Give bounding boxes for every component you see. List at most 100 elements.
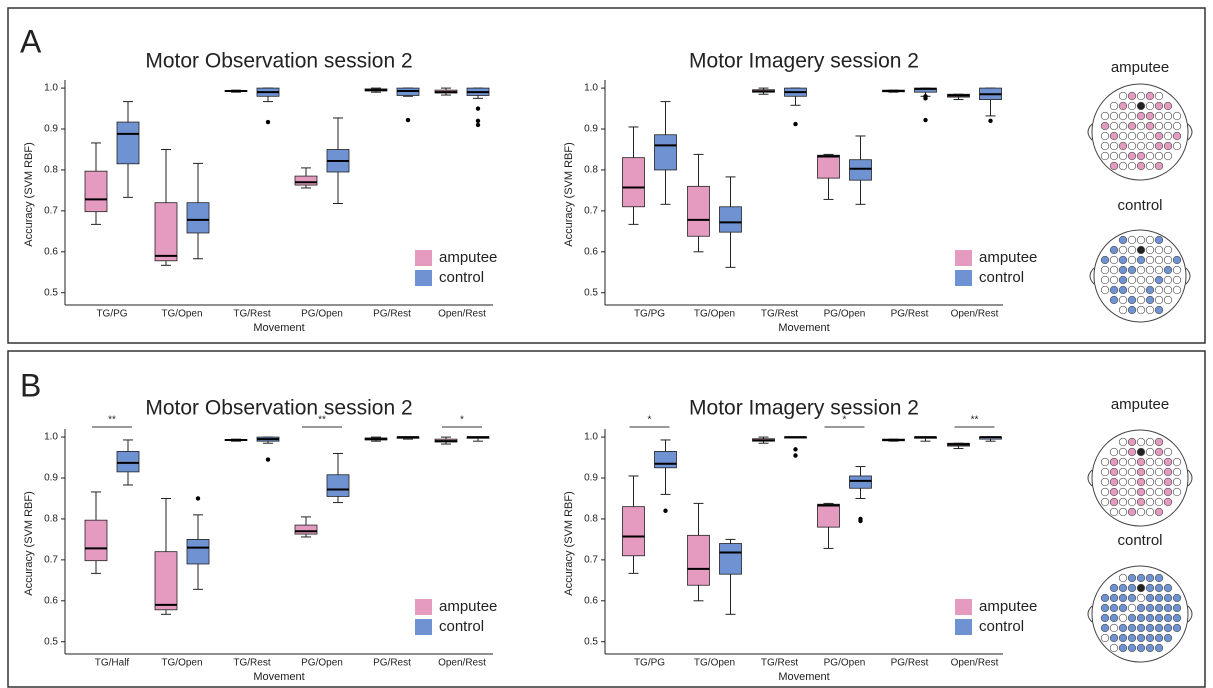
electrode	[1155, 92, 1163, 100]
x-tick-label: TG/Rest	[761, 309, 798, 320]
electrode	[1155, 102, 1163, 110]
electrode	[1101, 488, 1109, 496]
electrode	[1164, 448, 1172, 456]
electrode	[1101, 498, 1109, 506]
electrode	[1146, 246, 1154, 254]
electrode	[1146, 508, 1154, 516]
electrode	[1137, 132, 1145, 140]
y-tick-label: 0.5	[44, 636, 58, 647]
y-tick-label: 0.9	[584, 473, 598, 484]
electrode	[1110, 256, 1118, 264]
electrode	[1128, 584, 1136, 592]
electrode	[1146, 266, 1154, 274]
electrode	[1128, 634, 1136, 642]
outlier	[923, 118, 927, 122]
electrode	[1101, 266, 1109, 274]
electrode	[1164, 246, 1172, 254]
significance-label: *	[843, 415, 847, 426]
electrode	[1146, 448, 1154, 456]
electrode	[1119, 614, 1127, 622]
box	[187, 539, 209, 564]
electrode	[1101, 624, 1109, 632]
electrode	[1110, 266, 1118, 274]
electrode	[1137, 438, 1145, 446]
electrode	[1146, 634, 1154, 642]
y-axis-label: Accuracy (SVM RBF)	[23, 142, 35, 247]
electrode	[1173, 286, 1181, 294]
electrode	[1119, 152, 1127, 160]
box	[117, 122, 139, 164]
electrode	[1119, 246, 1127, 254]
electrode	[1110, 458, 1118, 466]
electrode	[1128, 574, 1136, 582]
electrode	[1137, 162, 1145, 170]
electrode	[1128, 604, 1136, 612]
electrode	[1146, 478, 1154, 486]
box	[818, 504, 840, 527]
electrode	[1110, 162, 1118, 170]
electrode	[1155, 468, 1163, 476]
electrode	[1101, 286, 1109, 294]
legend-label: control	[439, 269, 484, 286]
electrode	[1110, 624, 1118, 632]
electrode	[1164, 102, 1172, 110]
electrode	[1146, 132, 1154, 140]
outlier	[663, 509, 667, 513]
electrode	[1119, 122, 1127, 130]
electrode	[1101, 458, 1109, 466]
electrode	[1146, 624, 1154, 632]
electrode	[1101, 634, 1109, 642]
electrode	[1155, 266, 1163, 274]
electrode	[1146, 102, 1154, 110]
electrode	[1173, 266, 1181, 274]
electrode	[1137, 594, 1145, 602]
electrode	[1173, 594, 1181, 602]
y-tick-label: 0.9	[44, 473, 58, 484]
electrode	[1146, 458, 1154, 466]
panel-label: A	[20, 23, 42, 59]
y-tick-label: 0.9	[584, 124, 598, 135]
electrode	[1146, 276, 1154, 284]
electrode	[1110, 488, 1118, 496]
head-label: amputee	[1111, 59, 1169, 76]
outlier	[476, 106, 480, 110]
x-tick-label: PG/Open	[301, 658, 343, 669]
y-tick-label: 0.5	[44, 287, 58, 298]
legend-swatch	[415, 599, 432, 615]
electrode	[1137, 112, 1145, 120]
x-tick-label: TG/Rest	[233, 309, 270, 320]
electrode	[1101, 478, 1109, 486]
x-axis-label: Movement	[778, 322, 829, 334]
electrode	[1119, 296, 1127, 304]
box	[155, 203, 177, 261]
electrode	[1128, 296, 1136, 304]
box	[187, 203, 209, 233]
electrode	[1101, 112, 1109, 120]
y-tick-label: 1.0	[44, 432, 58, 443]
x-tick-label: PG/Rest	[373, 309, 411, 320]
electrode	[1164, 584, 1172, 592]
electrode	[1164, 286, 1172, 294]
electrode	[1155, 624, 1163, 632]
electrode	[1164, 152, 1172, 160]
electrode	[1128, 162, 1136, 170]
electrode	[1155, 306, 1163, 314]
electrode	[1164, 604, 1172, 612]
electrode	[1110, 614, 1118, 622]
x-axis-label: Movement	[253, 322, 304, 334]
electrode	[1110, 468, 1118, 476]
electrode	[1164, 488, 1172, 496]
y-tick-label: 0.6	[44, 595, 58, 606]
electrode	[1128, 488, 1136, 496]
x-tick-label: TG/Open	[161, 309, 202, 320]
electrode	[1146, 468, 1154, 476]
electrode	[1155, 478, 1163, 486]
electrode	[1101, 132, 1109, 140]
electrode	[1137, 644, 1145, 652]
electrode	[1164, 634, 1172, 642]
y-tick-label: 0.7	[584, 206, 598, 217]
panel-label: B	[20, 367, 41, 403]
y-tick-label: 0.5	[584, 636, 598, 647]
electrode	[1110, 132, 1118, 140]
x-tick-label: TG/Rest	[233, 658, 270, 669]
